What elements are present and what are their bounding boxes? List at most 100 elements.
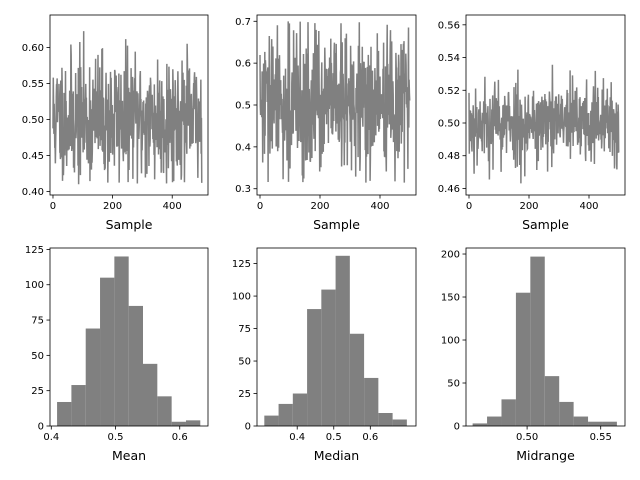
histogram-bar [472, 423, 488, 426]
histogram-bar [530, 256, 545, 426]
y-tick-label: 0 [245, 422, 251, 433]
histogram-bar [392, 419, 407, 426]
subplot-3: 0 200 400 0.46 0.48 0.50 0.52 0.54 0.56 Sample [438, 14, 626, 232]
y-tick-label: 0.60 [22, 43, 44, 54]
y-tick-label: 0.7 [235, 17, 251, 28]
histogram-bar [573, 416, 589, 426]
y-tick-label: 100 [441, 336, 460, 347]
x-tick-label: 0.5 [326, 432, 342, 443]
x-tick-label: 200 [519, 201, 538, 212]
y-tick-label: 0.48 [438, 151, 460, 162]
x-tick-label: 0 [257, 201, 263, 212]
histogram-bar [85, 328, 101, 426]
y-tick-label: 50 [447, 379, 460, 390]
x-tick-label: 0.4 [43, 432, 59, 443]
y-tick-label: 100 [25, 280, 44, 291]
histogram-bar [602, 421, 617, 426]
y-tick-label: 0.40 [22, 187, 44, 198]
subplot-2: 0 200 400 0.3 0.4 0.5 0.6 0.7 Sample [235, 14, 417, 232]
histogram-bar [307, 309, 322, 426]
histogram-bar [378, 413, 393, 426]
y-tick-label: 75 [31, 316, 44, 327]
histogram-bar [114, 256, 129, 426]
axes-frame [49, 247, 209, 427]
axes-frame [256, 247, 417, 427]
y-tick-label: 0 [38, 422, 44, 433]
y-tick-label: 125 [232, 259, 251, 270]
x-tick-label: 0.5 [108, 432, 124, 443]
y-tick-label: 0.3 [235, 184, 251, 195]
x-tick-label: 0.55 [590, 432, 612, 443]
histogram-bar [278, 403, 293, 426]
histogram-bar [487, 416, 502, 426]
histogram-bar [559, 401, 574, 426]
x-tick-label: 0 [466, 201, 472, 212]
x-tick-label: 0 [50, 201, 56, 212]
histogram-bar [515, 292, 531, 426]
y-tick-label: 0 [454, 422, 460, 433]
x-tick-label: 0.6 [172, 432, 188, 443]
axes-frame [465, 247, 626, 427]
histogram-bar [588, 421, 603, 426]
series-line [468, 64, 620, 184]
subplot-6: 0.50 0.55 0 50 100 150 200 Midrange [441, 247, 626, 463]
y-tick-label: 25 [31, 386, 44, 397]
x-axis-label: Mean [112, 448, 146, 463]
axes-frame [465, 14, 626, 196]
x-tick-label: 400 [579, 201, 598, 212]
y-tick-label: 125 [25, 245, 44, 256]
y-tick-label: 200 [441, 250, 460, 261]
histogram-bar [157, 396, 172, 426]
histogram-bar [128, 305, 144, 426]
histogram-bar [349, 333, 365, 426]
histogram-bar [143, 363, 158, 426]
y-tick-label: 50 [31, 351, 44, 362]
subplot-4: 0.4 0.5 0.6 0 25 50 75 100 125 Mean [25, 245, 209, 463]
y-tick-label: 0.6 [235, 59, 251, 70]
x-axis-label: Sample [106, 217, 153, 232]
histogram-bar [501, 399, 516, 426]
histogram-bar [171, 421, 186, 426]
histogram-bar [71, 385, 86, 426]
histogram-bar [264, 415, 279, 426]
histogram-bar [364, 377, 379, 426]
subplot-5: 0.4 0.5 0.6 0 25 50 75 100 125 Median [232, 247, 417, 463]
y-tick-label: 100 [232, 292, 251, 303]
series-line [52, 31, 203, 185]
histogram-bar [292, 393, 308, 426]
histogram-bar [57, 401, 72, 426]
y-tick-label: 150 [441, 293, 460, 304]
histogram-bar [185, 420, 201, 426]
series-line [259, 21, 411, 183]
y-tick-label: 0.54 [438, 53, 460, 64]
x-tick-label: 400 [163, 201, 182, 212]
y-tick-label: 75 [238, 324, 251, 335]
y-tick-label: 25 [238, 389, 251, 400]
x-tick-label: 0.4 [289, 432, 305, 443]
y-tick-label: 0.4 [235, 142, 251, 153]
histogram-bar [100, 277, 115, 426]
y-tick-label: 50 [238, 357, 251, 368]
subplot-1: 0 200 400 0.40 0.45 0.50 0.55 0.60 Sample [22, 14, 209, 232]
y-tick-label: 0.50 [22, 115, 44, 126]
axes-frame [49, 14, 209, 196]
histogram-bar [544, 376, 560, 426]
y-tick-label: 0.50 [438, 119, 460, 130]
x-tick-label: 400 [370, 201, 389, 212]
x-axis-label: Median [314, 448, 359, 463]
y-tick-label: 0.46 [438, 184, 460, 195]
x-axis-label: Midrange [516, 448, 575, 463]
x-tick-label: 200 [310, 201, 329, 212]
y-tick-label: 0.56 [438, 20, 460, 31]
y-tick-label: 0.5 [235, 101, 251, 112]
x-tick-label: 200 [103, 201, 122, 212]
histogram-bar [321, 289, 336, 426]
y-tick-label: 0.55 [22, 79, 44, 90]
x-tick-label: 0.6 [362, 432, 378, 443]
y-tick-label: 0.52 [438, 86, 460, 97]
x-tick-label: 0.50 [516, 432, 538, 443]
x-axis-label: Sample [522, 217, 569, 232]
x-axis-label: Sample [313, 217, 360, 232]
y-tick-label: 0.45 [22, 151, 44, 162]
